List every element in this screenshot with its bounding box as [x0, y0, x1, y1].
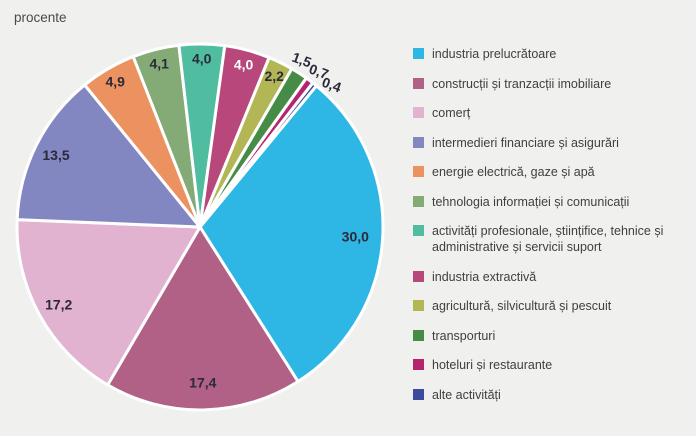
legend-item-4: energie electrică, gaze și apă — [413, 164, 689, 180]
legend-swatch-icon — [413, 77, 424, 89]
pie-value-label-11: 0,4 — [320, 74, 344, 96]
pie-value-label-5: 4,1 — [149, 56, 169, 72]
legend: industria prelucrătoare construcții și tr… — [413, 46, 689, 403]
pie-chart-svg: 30,0 17,4 17,2 13,5 4,9 4,1 4,0 4,0 2,2 1,50,70,4 — [15, 42, 385, 412]
legend-swatch-icon — [413, 270, 424, 282]
legend-label: industria prelucrătoare — [432, 47, 557, 61]
legend-label: industria extractivă — [432, 269, 537, 284]
legend-label: hoteluri și restaurante — [432, 358, 553, 372]
legend-item-2: comerț — [413, 105, 689, 121]
legend-label: activități profesionale, științifice, te… — [432, 224, 664, 254]
legend-swatch-icon — [413, 329, 424, 341]
pie-slice-3 — [15, 83, 202, 229]
legend-label: alte activități — [432, 387, 501, 402]
pie-value-label-4: 4,9 — [105, 74, 125, 90]
legend-swatch-icon — [413, 136, 424, 148]
legend-item-1: construcții și tranzacții imobiliare — [413, 76, 689, 92]
pie-value-label-7: 4,0 — [234, 56, 254, 72]
pie-value-label-9: 1,5 — [290, 49, 314, 71]
pie-slice-1 — [106, 225, 300, 412]
legend-item-10: hoteluri și restaurante — [413, 357, 689, 373]
legend-item-9: transporturi — [413, 328, 689, 344]
pie-value-label-0: 30,0 — [342, 229, 369, 245]
unit-label: procente — [14, 10, 67, 25]
pie-slice-2 — [15, 218, 202, 387]
pie-slice-11 — [198, 81, 318, 229]
legend-label: transporturi — [432, 328, 496, 343]
legend-label: agricultură, silvicultură și pescuit — [432, 299, 612, 313]
pie-value-label-3: 13,5 — [42, 147, 69, 163]
legend-item-7: industria extractivă — [413, 269, 689, 285]
pie-slice-0 — [198, 84, 385, 384]
legend-item-5: tehnologia informației și comunicații — [413, 194, 689, 210]
pie-value-label-10: 0,7 — [307, 61, 331, 83]
legend-swatch-icon — [413, 48, 424, 59]
legend-label: energie electrică, gaze și apă — [432, 165, 595, 179]
legend-label: tehnologia informației și comunicații — [432, 194, 630, 209]
pie-value-label-8: 2,2 — [264, 68, 284, 84]
legend-swatch-icon — [413, 225, 424, 236]
pie-chart-area: 30,0 17,4 17,2 13,5 4,9 4,1 4,0 4,0 2,2 1,5 0,7 0,4 — [15, 42, 385, 412]
pie-value-label-1: 17,4 — [189, 375, 216, 391]
legend-item-3: intermedieri financiare și asigurări — [413, 135, 689, 151]
legend-swatch-icon — [413, 359, 424, 370]
legend-swatch-icon — [413, 300, 424, 311]
legend-swatch-icon — [413, 388, 424, 400]
pie-value-label-2: 17,2 — [45, 296, 72, 312]
legend-item-6: activități profesionale, științifice, te… — [413, 223, 689, 255]
legend-label: intermedieri financiare și asigurări — [432, 135, 619, 150]
legend-item-8: agricultură, silvicultură și pescuit — [413, 298, 689, 314]
legend-item-0: industria prelucrătoare — [413, 46, 689, 62]
legend-swatch-icon — [413, 107, 424, 118]
legend-swatch-icon — [413, 195, 424, 207]
legend-label: construcții și tranzacții imobiliare — [432, 76, 612, 91]
legend-swatch-icon — [413, 166, 424, 177]
legend-item-11: alte activități — [413, 387, 689, 403]
legend-label: comerț — [432, 106, 471, 120]
pie-value-label-6: 4,0 — [192, 51, 212, 67]
